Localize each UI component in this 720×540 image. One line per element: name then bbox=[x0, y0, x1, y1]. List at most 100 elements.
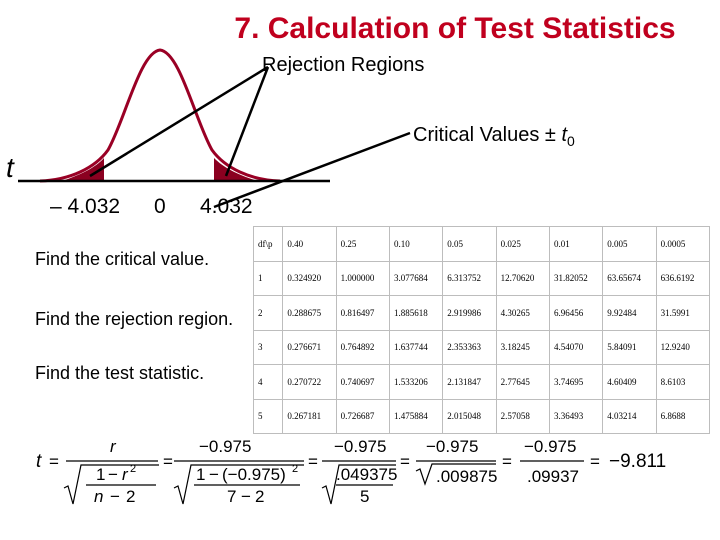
slide-title: 7. Calculation of Test Statistics bbox=[234, 12, 676, 45]
table-row: 3 0.276671 0.764892 1.637744 2.353363 3.… bbox=[252, 329, 711, 365]
table-cell: 2.919986 bbox=[442, 295, 497, 331]
question-test-statistic: Find the test statistic. bbox=[35, 363, 205, 383]
question-rejection-region: Find the rejection region. bbox=[35, 309, 234, 329]
formula-frac2-den: .009875 bbox=[436, 467, 497, 486]
sqrt-sign bbox=[63, 464, 159, 505]
critical-label-sub: 0 bbox=[567, 133, 575, 149]
formula-r2-exp: 2 bbox=[292, 463, 298, 475]
test-statistic-formula: t = r 1 − r 2 n − 2 = −0.975 1 − (−0.975… bbox=[36, 437, 666, 506]
table-cell: 4.03214 bbox=[602, 398, 657, 434]
table-cell: 4.60409 bbox=[602, 364, 657, 400]
table-cell: 31.82052 bbox=[548, 260, 604, 296]
tick-negative-critical: – 4.032 bbox=[50, 195, 121, 218]
rejection-regions-label: Rejection Regions bbox=[262, 54, 425, 76]
formula-eq: = bbox=[590, 452, 600, 471]
formula-seven: 7 bbox=[227, 487, 236, 506]
formula-result: −9.811 bbox=[609, 451, 666, 472]
formula-minus: − bbox=[241, 487, 251, 506]
table-cell: 6.313752 bbox=[442, 260, 497, 296]
table-cell: 2.015048 bbox=[442, 398, 497, 434]
table-cell: 12.70620 bbox=[495, 260, 550, 296]
formula-eq: = bbox=[308, 452, 318, 471]
pointer-line-critical bbox=[213, 131, 411, 209]
formula-r: r bbox=[110, 437, 117, 456]
table-cell: 2.131847 bbox=[442, 364, 497, 400]
formula-eq: = bbox=[502, 452, 512, 471]
table-cell: 0.288675 bbox=[282, 295, 337, 331]
t-distribution-diagram bbox=[18, 48, 411, 209]
table-cell: 5.84091 bbox=[602, 329, 657, 365]
table-row: 1 0.324920 1.000000 3.077684 6.313752 12… bbox=[252, 260, 711, 296]
critical-label-text: Critical Values ± bbox=[413, 124, 562, 146]
sqrt-sign bbox=[415, 463, 496, 486]
table-cell: 6.96456 bbox=[548, 295, 604, 331]
table-cell: 2.77645 bbox=[495, 364, 550, 400]
formula-eq: = bbox=[400, 452, 410, 471]
table-cell: 8.6103 bbox=[655, 364, 711, 400]
table-header-cell: 0.10 bbox=[388, 226, 444, 262]
sqrt-sign bbox=[321, 464, 396, 505]
table-header-cell: 0.025 bbox=[495, 226, 550, 262]
bell-curve bbox=[39, 48, 281, 183]
pointer-line-left bbox=[89, 65, 269, 178]
formula-one: 1 bbox=[196, 465, 205, 484]
table-cell: 3.74695 bbox=[548, 364, 604, 400]
table-cell: 0.276671 bbox=[282, 329, 337, 365]
tick-zero: 0 bbox=[154, 195, 166, 218]
table-cell: 3.18245 bbox=[495, 329, 550, 365]
table-header-cell: df\p bbox=[252, 226, 284, 262]
table-cell: 0.324920 bbox=[282, 260, 337, 296]
table-header-cell: 0.01 bbox=[548, 226, 604, 262]
table-cell: 0.267181 bbox=[282, 398, 337, 434]
table-cell: 0.740697 bbox=[335, 364, 390, 400]
formula-eq: = bbox=[163, 452, 173, 471]
critical-values-label: Critical Values ± t0 bbox=[413, 124, 575, 149]
formula-r-val: −0.975 bbox=[199, 437, 251, 456]
axis-t-label: t bbox=[6, 152, 14, 183]
formula-r-val-paren: (−0.975) bbox=[222, 465, 286, 484]
formula-frac3-num: −0.975 bbox=[524, 437, 576, 456]
table-cell: 1.000000 bbox=[335, 260, 390, 296]
formula-t: t bbox=[36, 451, 42, 472]
t-distribution-table: df\p 0.40 0.25 0.10 0.05 0.025 0.01 0.00… bbox=[252, 226, 711, 434]
table-cell: 3.077684 bbox=[388, 260, 444, 296]
table-cell: 1.475884 bbox=[388, 398, 444, 434]
table-cell: 1.885618 bbox=[388, 295, 444, 331]
formula-two: 2 bbox=[126, 487, 135, 506]
formula-frac3-den: .09937 bbox=[527, 467, 579, 486]
table-header-cell: 0.05 bbox=[442, 226, 497, 262]
formula-two: 2 bbox=[255, 487, 264, 506]
formula-frac2-num: −0.975 bbox=[426, 437, 478, 456]
table-row: 5 0.267181 0.726687 1.475884 2.015048 2.… bbox=[252, 398, 711, 434]
table-header-row: df\p 0.40 0.25 0.10 0.05 0.025 0.01 0.00… bbox=[252, 226, 711, 262]
question-critical-value: Find the critical value. bbox=[35, 249, 210, 269]
sqrt-sign bbox=[173, 464, 304, 505]
table-cell: 3 bbox=[252, 329, 284, 365]
table-row: 4 0.270722 0.740697 1.533206 2.131847 2.… bbox=[252, 364, 711, 400]
formula-one: 1 bbox=[96, 465, 105, 484]
table-cell: 1.637744 bbox=[388, 329, 444, 365]
table-cell: 31.5991 bbox=[655, 295, 711, 331]
table-row: 2 0.288675 0.816497 1.885618 2.919986 4.… bbox=[252, 295, 711, 331]
table-cell: 2.57058 bbox=[495, 398, 550, 434]
table-cell: 0.816497 bbox=[335, 295, 390, 331]
table-cell: 4.30265 bbox=[495, 295, 550, 331]
table-cell: 0.764892 bbox=[335, 329, 390, 365]
formula-frac1-num: −0.975 bbox=[334, 437, 386, 456]
table-cell: 0.270722 bbox=[282, 364, 337, 400]
formula-frac1-den-den: 5 bbox=[360, 487, 369, 506]
pointer-line-right bbox=[224, 66, 270, 177]
formula-minus: − bbox=[108, 465, 118, 484]
table-header-cell: 0.40 bbox=[282, 226, 337, 262]
table-cell: 636.6192 bbox=[655, 260, 711, 296]
critical-label-var: t bbox=[561, 124, 567, 146]
table-header-cell: 0.0005 bbox=[655, 226, 711, 262]
table-cell: 4 bbox=[252, 364, 284, 400]
table-cell: 5 bbox=[252, 398, 284, 434]
formula-minus: − bbox=[110, 487, 120, 506]
formula-minus: − bbox=[209, 465, 219, 484]
table-cell: 12.9240 bbox=[655, 329, 711, 365]
tick-positive-critical: 4.032 bbox=[200, 195, 253, 218]
table-cell: 9.92484 bbox=[602, 295, 657, 331]
table-header-cell: 0.25 bbox=[335, 226, 390, 262]
